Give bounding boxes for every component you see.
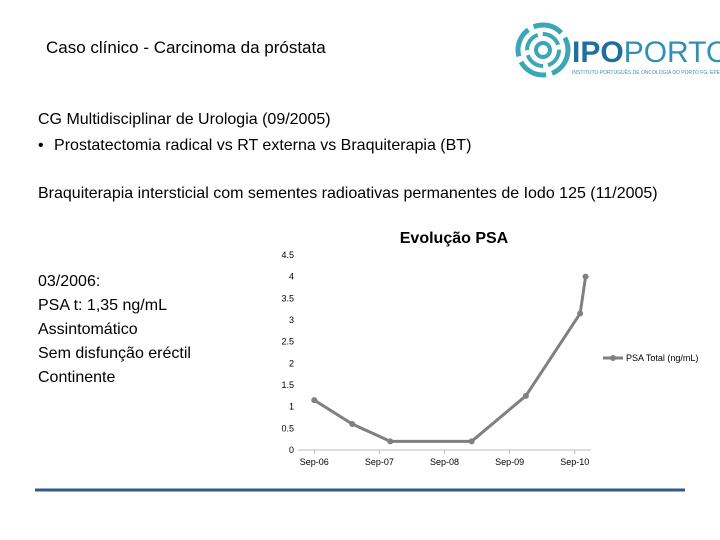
logo-ring: [515, 22, 571, 78]
paragraph: Braquiterapia intersticial com sementes …: [38, 185, 658, 202]
note: 03/2006:: [38, 273, 101, 290]
x-tick-label: Sep-06: [300, 457, 329, 467]
chart-title: Evolução PSA: [400, 230, 509, 247]
logo-name: IPOPORTO: [572, 36, 720, 69]
y-tick-label: 4.5: [281, 250, 294, 260]
data-point: [349, 421, 356, 427]
bullet-text: Prostatectomia radical vs RT externa vs …: [54, 137, 472, 154]
logo-subtitle: INSTITUTO PORTUGUÊS DE ONCOLOGIA DO PORT…: [572, 68, 720, 76]
heading: CG Multidisciplinar de Urologia (09/2005…: [38, 111, 331, 128]
logo-mark: [515, 22, 571, 78]
data-point: [582, 273, 589, 280]
bullet: • Prostatectomia radical vs RT externa v…: [38, 137, 472, 154]
legend-marker: [610, 355, 616, 361]
x-tick-label: Sep-10: [560, 457, 589, 467]
note: Sem disfunção eréctil: [38, 345, 191, 362]
logo-ring: [525, 32, 561, 68]
note: Continente: [38, 369, 116, 386]
y-tick-label: 3.5: [281, 293, 294, 303]
logo-ring: [534, 41, 552, 59]
x-tick-label: Sep-09: [495, 457, 524, 467]
note: Assintomático: [38, 321, 138, 338]
data-point: [522, 392, 529, 399]
notes: 03/2006: PSA t: 1,35 ng/mL Assintomático…: [38, 270, 191, 390]
y-tick-label: 4: [289, 272, 294, 282]
x-tick-label: Sep-07: [365, 457, 394, 467]
logo-porto: PORTO: [624, 36, 720, 69]
y-tick-label: 0: [289, 445, 294, 455]
y-tick-label: 2.5: [281, 337, 294, 347]
note: PSA t: 1,35 ng/mL: [38, 297, 167, 314]
legend-label: PSA Total (ng/mL): [626, 353, 698, 363]
x-tick-label: Sep-08: [430, 457, 459, 467]
slide-title: Caso clínico - Carcinoma da próstata: [46, 38, 326, 57]
logo-ipo: IPO: [572, 36, 624, 69]
series-line: [313, 276, 588, 443]
data-point: [577, 310, 584, 317]
data-point: [387, 438, 394, 445]
y-tick-label: 3: [289, 315, 294, 325]
data-point: [468, 438, 475, 445]
y-tick-label: 1: [289, 402, 294, 412]
data-point: [311, 397, 318, 404]
y-tick-label: 2: [289, 358, 294, 368]
y-tick-label: 0.5: [281, 423, 294, 433]
y-tick-label: 1.5: [281, 380, 294, 390]
